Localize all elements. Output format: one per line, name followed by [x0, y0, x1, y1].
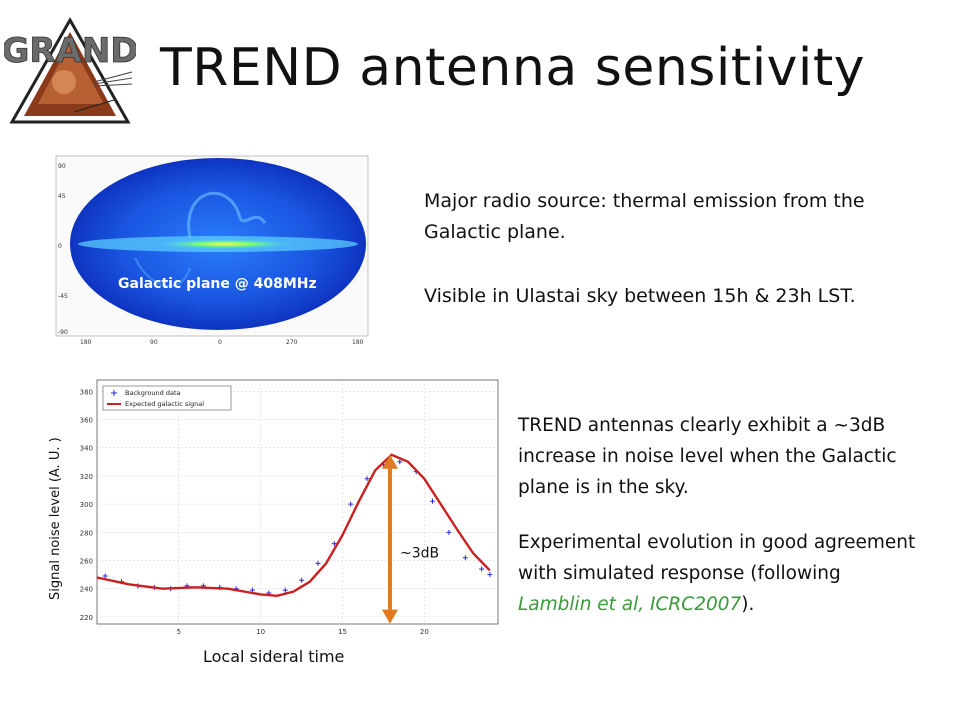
- text-agreement: Experimental evolution in good agreement…: [518, 532, 916, 584]
- reference-lamblin: Lamblin et al, ICRC2007: [518, 594, 742, 615]
- y-tick-label: 280: [80, 529, 93, 537]
- arrow-head-top: [381, 454, 398, 469]
- svg-text:-90: -90: [58, 329, 68, 336]
- legend-label-background: Background data: [125, 389, 181, 397]
- text-visibility: Visible in Ulastai sky between 15h & 23h…: [424, 285, 856, 307]
- sky-map-label: Galactic plane @ 408MHz: [118, 276, 317, 292]
- plot-area: [96, 379, 499, 625]
- data-point: [487, 572, 493, 578]
- y-tick-label: 320: [80, 473, 93, 481]
- svg-text:90: 90: [150, 339, 158, 346]
- data-point: [462, 555, 468, 561]
- text-trend-increase: TREND antennas clearly exhibit a ~3dB in…: [518, 415, 897, 498]
- x-axis-label: Local sideral time: [203, 647, 345, 666]
- page-title: TREND antenna sensitivity: [160, 38, 866, 98]
- svg-text:90: 90: [58, 163, 66, 170]
- annotation-3db: ~3dB: [400, 546, 439, 562]
- data-point: [282, 587, 288, 593]
- data-point: [348, 501, 354, 507]
- data-point: [315, 560, 321, 566]
- svg-text:45: 45: [58, 193, 66, 200]
- data-point: [397, 459, 403, 465]
- y-tick-label: 300: [80, 501, 93, 509]
- svg-text:0: 0: [218, 339, 222, 346]
- data-point: [331, 541, 337, 547]
- data-point: [102, 573, 108, 579]
- svg-text:270: 270: [286, 339, 298, 346]
- y-tick-label: 220: [80, 614, 93, 622]
- data-point: [364, 476, 370, 482]
- svg-text:GRAND: GRAND: [4, 31, 136, 71]
- series-line-expected: [96, 453, 491, 598]
- noise-vs-lst-chart: 220 240 260 280 300 320 340 360 380 5 10 15 20 Backgr…: [80, 379, 499, 636]
- svg-text:0: 0: [58, 243, 62, 250]
- legend-box: [102, 385, 232, 411]
- y-axis-label: Signal noise level (A. U. ): [48, 437, 63, 600]
- data-point: [430, 498, 436, 504]
- data-point: [479, 566, 485, 572]
- text-close-paren: ).: [741, 594, 755, 615]
- text-experimental-evolution: Experimental evolution in good agreement…: [518, 527, 918, 620]
- svg-text:180: 180: [80, 339, 92, 346]
- data-point: [446, 529, 452, 535]
- data-point: [299, 577, 305, 583]
- arrow-head-bottom: [381, 609, 398, 624]
- x-tick-label: 20: [420, 628, 429, 636]
- y-tick-label: 380: [80, 388, 93, 396]
- x-tick-label: 10: [256, 628, 265, 636]
- svg-text:-45: -45: [58, 293, 68, 300]
- legend-label-expected: Expected galactic signal: [125, 400, 204, 408]
- x-tick-label: 15: [338, 628, 347, 636]
- text-major-radio-source: Major radio source: thermal emission fro…: [424, 190, 865, 243]
- x-tick-label: 5: [177, 628, 181, 636]
- legend-marker-background: [111, 390, 117, 396]
- y-tick-label: 340: [80, 445, 93, 453]
- y-tick-label: 360: [80, 416, 93, 424]
- grand-logo: GRAND: [4, 16, 136, 124]
- y-tick-label: 240: [80, 586, 93, 594]
- galactic-sky-map: 90 45 0 -45 -90 180 90 0 270 180: [55, 155, 369, 346]
- y-tick-label: 260: [80, 558, 93, 566]
- svg-text:180: 180: [352, 339, 364, 346]
